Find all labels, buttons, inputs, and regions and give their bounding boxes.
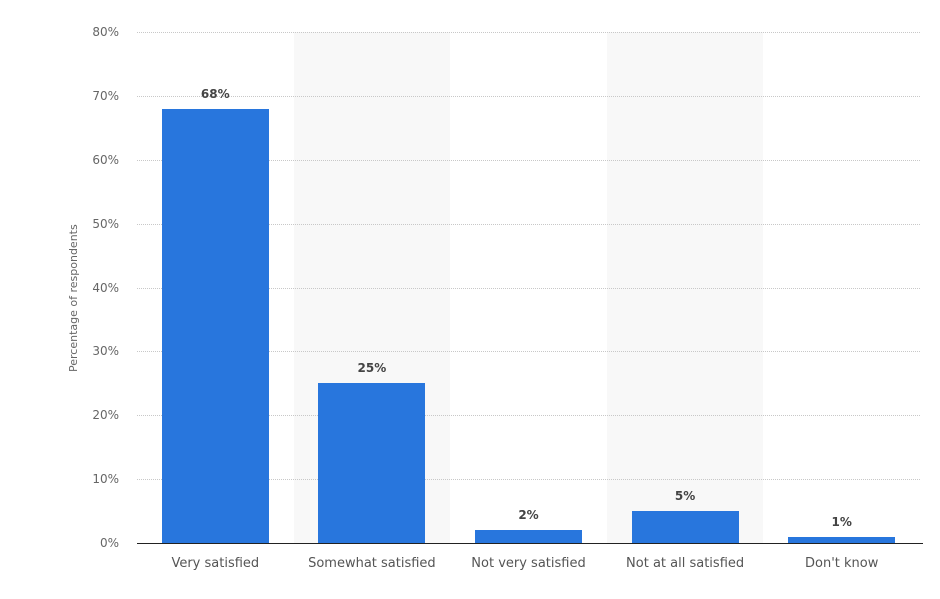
- x-tick-label: Very satisfied: [171, 556, 260, 571]
- bar-value-label: 2%: [518, 508, 539, 523]
- y-tick-label: 10%: [92, 472, 119, 487]
- gridline: [137, 223, 920, 225]
- y-tick-label: 20%: [92, 408, 119, 423]
- bar[interactable]: [475, 530, 582, 543]
- gridline: [137, 32, 920, 33]
- bar[interactable]: [788, 536, 896, 543]
- bar[interactable]: [318, 383, 426, 543]
- x-tick-label: Somewhat satisfied: [308, 556, 436, 571]
- bar-value-label: 68%: [200, 86, 230, 101]
- x-tick-label: Not at all satisfied: [626, 556, 745, 571]
- gridline: [137, 95, 920, 97]
- y-axis-label: Percentage of respondents: [67, 224, 80, 372]
- y-tick-label: 60%: [92, 152, 119, 167]
- bar[interactable]: [161, 108, 269, 543]
- bar-value-label: 25%: [357, 361, 387, 376]
- gridline: [137, 159, 920, 161]
- bar-value-label: 1%: [831, 514, 852, 529]
- gridline: [137, 479, 920, 481]
- x-axis-baseline: [137, 543, 923, 544]
- gridline: [137, 351, 920, 353]
- y-tick-label: 80%: [92, 25, 119, 39]
- gridline: [137, 287, 920, 289]
- x-tick-label: Don't know: [805, 556, 879, 571]
- x-tick-label: Not very satisfied: [471, 556, 586, 571]
- y-tick-label: 30%: [92, 344, 119, 359]
- gridline: [137, 415, 920, 417]
- bar[interactable]: [631, 511, 739, 543]
- y-tick-label: 70%: [92, 88, 119, 103]
- y-tick-label: 50%: [92, 216, 119, 231]
- y-tick-label: 40%: [92, 280, 119, 295]
- bar-value-label: 5%: [674, 489, 696, 504]
- y-tick-label: 0%: [99, 536, 119, 550]
